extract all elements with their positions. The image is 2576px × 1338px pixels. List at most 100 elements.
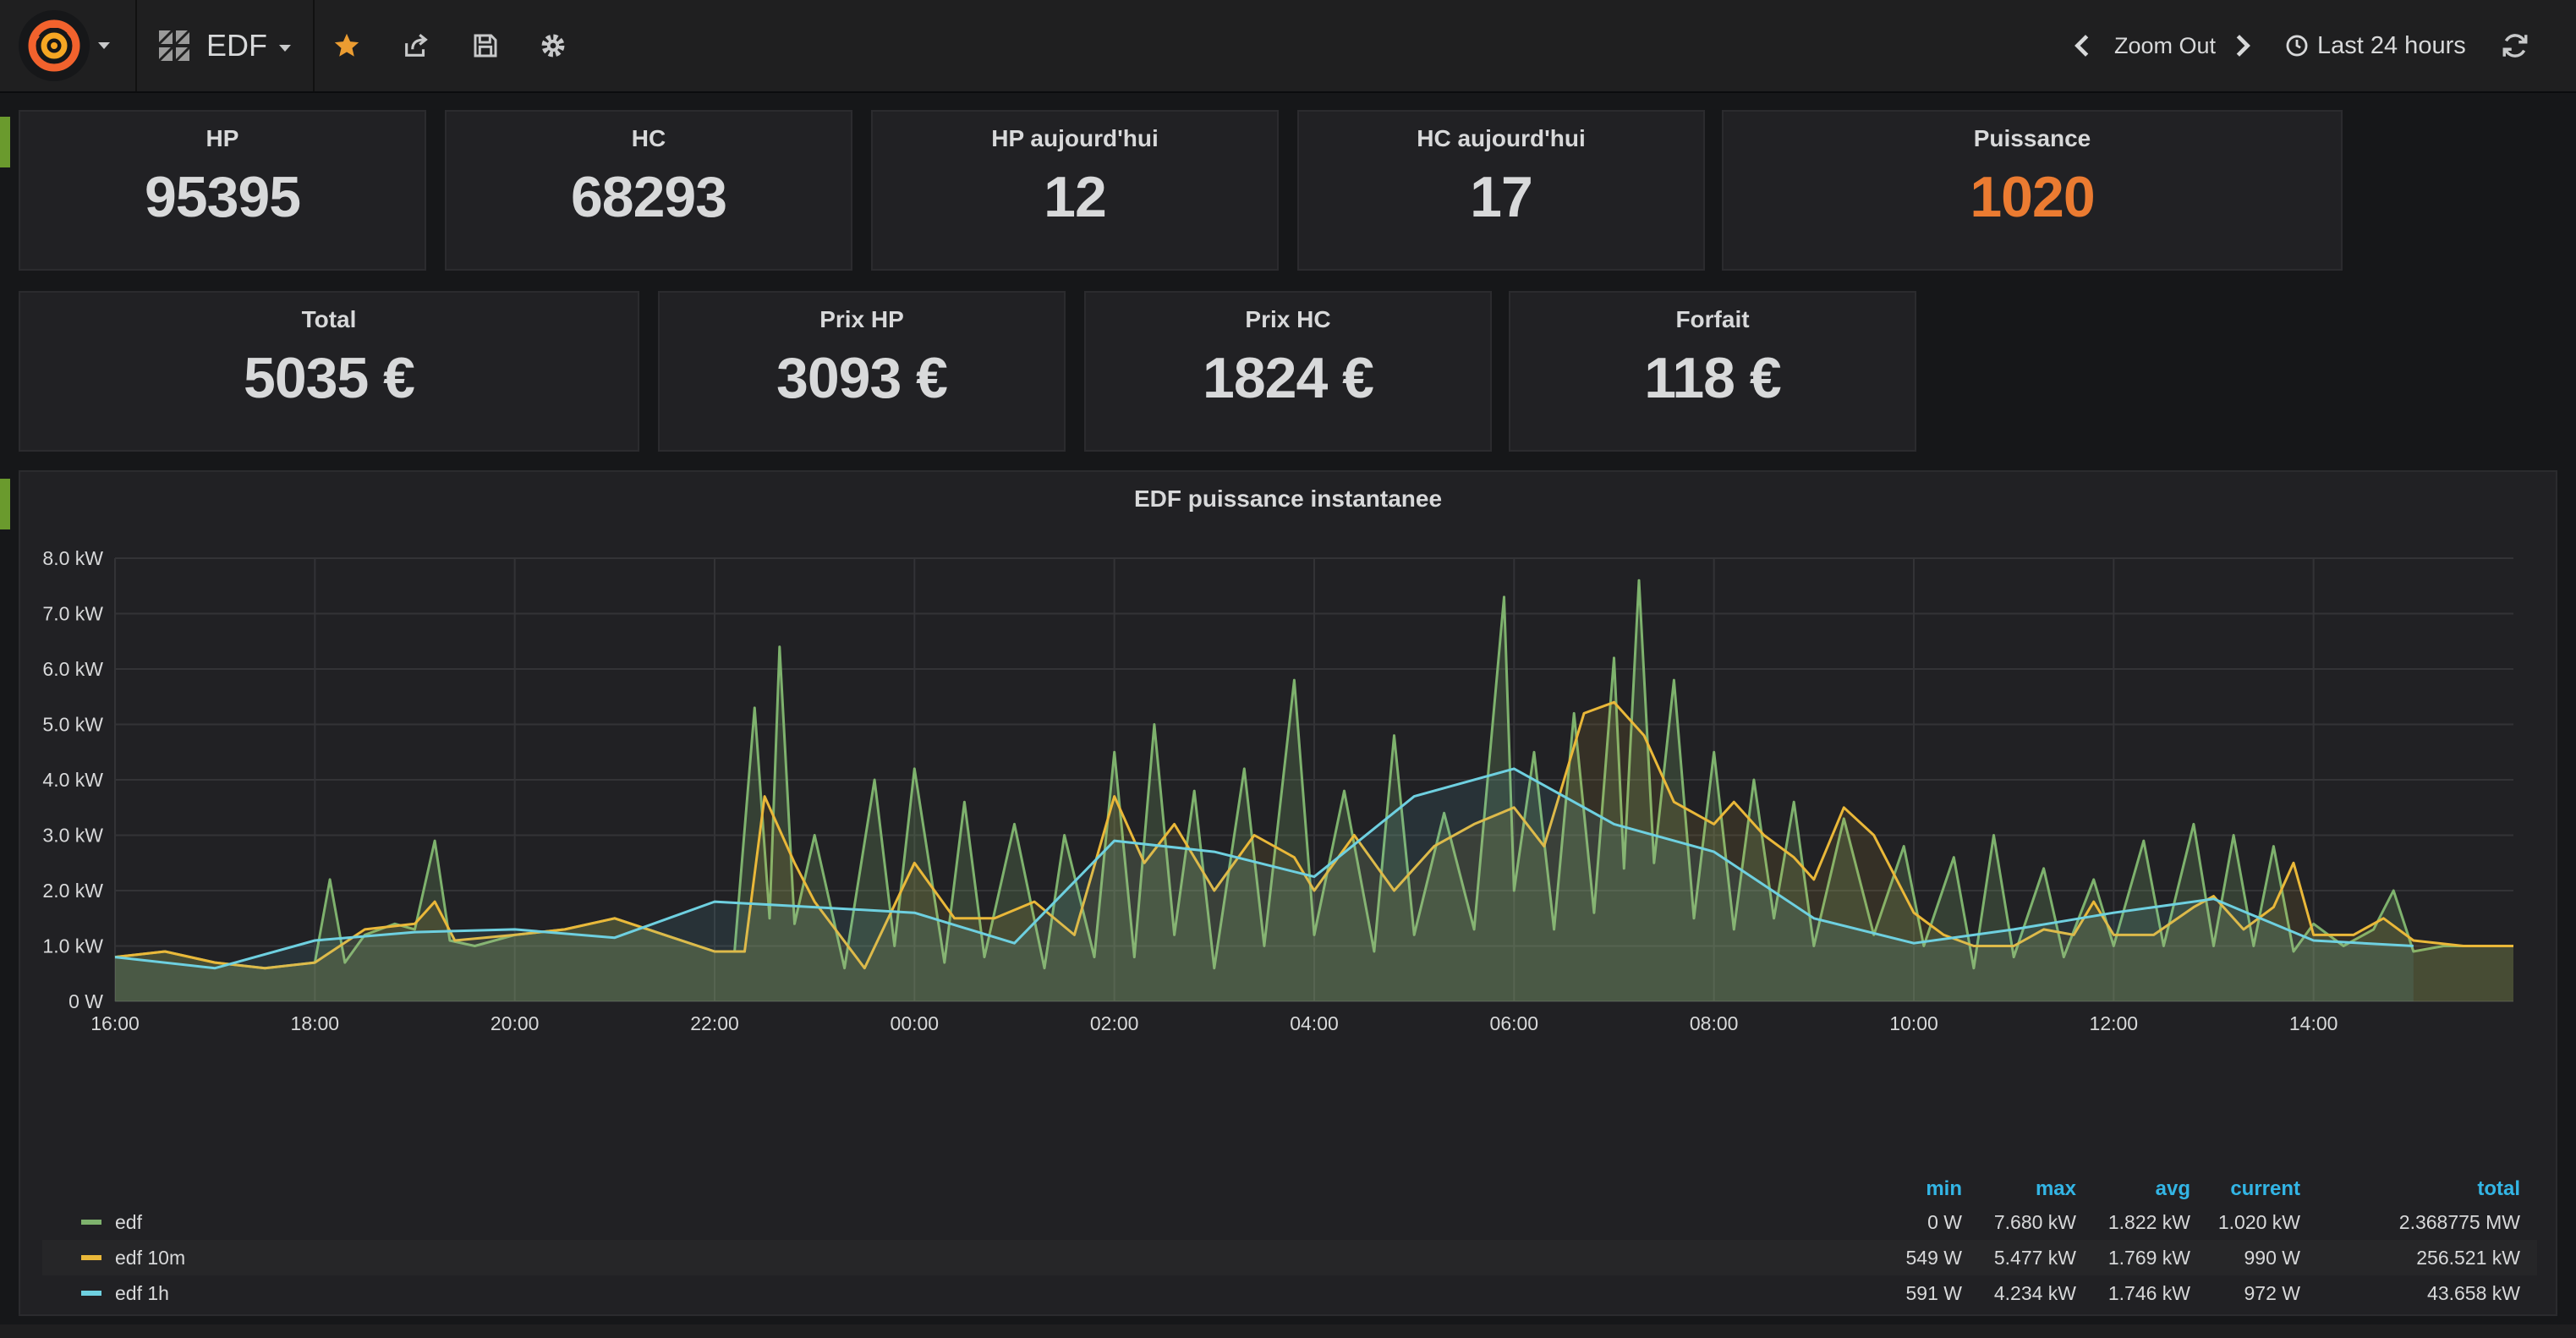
legend-col-total[interactable]: total [2477,1177,2520,1200]
legend-series-name[interactable]: edf 1h [115,1282,169,1304]
stat-title: Puissance [1973,125,2091,151]
grafana-menu[interactable] [19,10,120,81]
stat-title: Prix HP [819,306,904,332]
chart-legend: min max avg current total edf 0 W 7.680 … [42,1172,2537,1311]
legend-row-edf-1h[interactable]: edf 1h 591 W 4.234 kW 1.746 kW 972 W 43.… [42,1275,2537,1311]
legend-series-name[interactable]: edf [115,1211,142,1233]
legend-header: min max avg current total [42,1172,2537,1204]
stat-title: HP [206,125,239,151]
legend-avg: 1.822 kW [2107,1211,2190,1233]
legend-current: 990 W [2244,1247,2300,1269]
legend-max: 4.234 kW [1993,1282,2076,1304]
legend-swatch[interactable] [81,1220,101,1225]
x-tick-label: 04:00 [1290,1012,1339,1034]
zoom-out-control: Zoom Out [2072,22,2253,69]
legend-col-max[interactable]: max [2035,1177,2076,1200]
time-picker[interactable]: Last 24 hours [2285,22,2466,69]
chevron-down-icon[interactable] [98,42,110,49]
time-range-label[interactable]: Last 24 hours [2317,31,2466,59]
settings-icon [541,34,565,58]
legend-row-edf[interactable]: edf 0 W 7.680 kW 1.822 kW 1.020 kW 2.368… [42,1204,2537,1240]
dashboard-title[interactable]: EDF [206,28,267,63]
legend-total: 43.658 kW [2427,1282,2520,1304]
y-tick-label: 0 W [69,990,103,1012]
share-button[interactable] [396,25,436,66]
stat-panel-puissance[interactable]: Puissance 1020 [1722,110,2343,271]
legend-current: 1.020 kW [2217,1211,2300,1233]
stat-title: Prix HC [1245,306,1331,332]
stat-value: 17 [1470,165,1533,229]
legend-min: 591 W [1905,1282,1962,1304]
legend-max: 7.680 kW [1993,1211,2076,1233]
dashboard-grid-icon [157,29,191,63]
series-line-edf-1h [114,767,2414,970]
legend-col-min[interactable]: min [1926,1177,1962,1200]
legend-row-edf-10m[interactable]: edf 10m 549 W 5.477 kW 1.769 kW 990 W 25… [42,1240,2537,1275]
series-area-edf-10m [115,702,2513,1001]
chevron-right-icon[interactable] [2233,33,2253,58]
x-tick-label: 16:00 [90,1012,140,1034]
nav-divider [135,0,137,91]
legend-col-current[interactable]: current [2230,1177,2300,1200]
stat-value: 12 [1044,165,1107,229]
stat-title: Total [301,306,357,332]
stat-panel-total[interactable]: Total 5035 € [19,291,639,452]
save-button[interactable] [465,25,506,66]
stat-value: 95395 [144,165,301,229]
dashboard-picker[interactable]: EDF [157,20,291,71]
nav-divider [313,0,315,91]
legend-total: 2.368775 MW [2398,1211,2520,1233]
legend-total: 256.521 kW [2416,1247,2520,1269]
star-icon [334,33,359,57]
stat-panel-hc-today[interactable]: HC aujourd'hui 17 [1297,110,1705,271]
save-icon [474,34,497,58]
refresh-icon [2502,34,2528,58]
grafana-logo-icon[interactable] [19,10,90,81]
legend-swatch[interactable] [81,1255,101,1260]
chevron-left-icon[interactable] [2072,33,2092,58]
stat-panel-prix-hc[interactable]: Prix HC 1824 € [1084,291,1492,452]
series-area-edf-1h [115,768,2414,1001]
graph-panel[interactable]: EDF puissance instantanee 0 W 1.0 kW 2.0 k… [19,470,2557,1316]
chart-axes: 0 W 1.0 kW 2.0 kW 3.0 kW 4.0 kW 5.0 kW 6.0 kW 7… [42,547,2338,1034]
settings-button[interactable] [533,25,573,66]
row-collapse-handle[interactable] [0,479,10,529]
stat-value: 68293 [570,165,727,229]
y-tick-label: 6.0 kW [42,658,103,680]
stat-panel-hp-today[interactable]: HP aujourd'hui 12 [871,110,1279,271]
star-button[interactable] [326,25,367,66]
chevron-down-icon [279,45,291,52]
stat-value: 3093 € [776,346,948,410]
stat-title: HC aujourd'hui [1417,125,1586,151]
stat-value: 1020 [1970,165,2095,229]
stat-value: 1824 € [1203,346,1374,410]
row-collapse-handle[interactable] [0,117,10,167]
stat-panel-hp[interactable]: HP 95395 [19,110,426,271]
legend-min: 0 W [1927,1211,1962,1233]
y-tick-label: 2.0 kW [42,880,103,902]
legend-avg: 1.769 kW [2107,1247,2190,1269]
bottom-bar [0,1324,2576,1338]
stat-title: HC [631,125,666,151]
x-tick-label: 14:00 [2289,1012,2338,1034]
power-chart[interactable]: 0 W 1.0 kW 2.0 kW 3.0 kW 4.0 kW 5.0 kW 6.0 kW 7… [20,506,2556,1182]
stat-panel-hc[interactable]: HC 68293 [445,110,852,271]
legend-col-avg[interactable]: avg [2155,1177,2190,1200]
x-tick-label: 00:00 [891,1012,940,1034]
legend-avg: 1.746 kW [2107,1282,2190,1304]
x-tick-label: 06:00 [1490,1012,1539,1034]
zoom-out-button[interactable]: Zoom Out [2114,32,2217,58]
legend-series-name[interactable]: edf 10m [115,1247,186,1269]
graph-title[interactable]: EDF puissance instantanee [1133,485,1443,512]
x-tick-label: 10:00 [1889,1012,1938,1034]
legend-swatch[interactable] [81,1291,101,1296]
x-tick-label: 22:00 [690,1012,739,1034]
refresh-button[interactable] [2495,25,2535,66]
stat-panel-forfait[interactable]: Forfait 118 € [1509,291,1916,452]
stat-value: 118 € [1644,346,1781,410]
y-tick-label: 7.0 kW [42,603,103,625]
stat-panel-prix-hp[interactable]: Prix HP 3093 € [658,291,1066,452]
x-tick-label: 20:00 [491,1012,540,1034]
top-navbar: EDF Zoom Out Last 24 hours [0,0,2576,93]
y-tick-label: 1.0 kW [42,935,103,957]
